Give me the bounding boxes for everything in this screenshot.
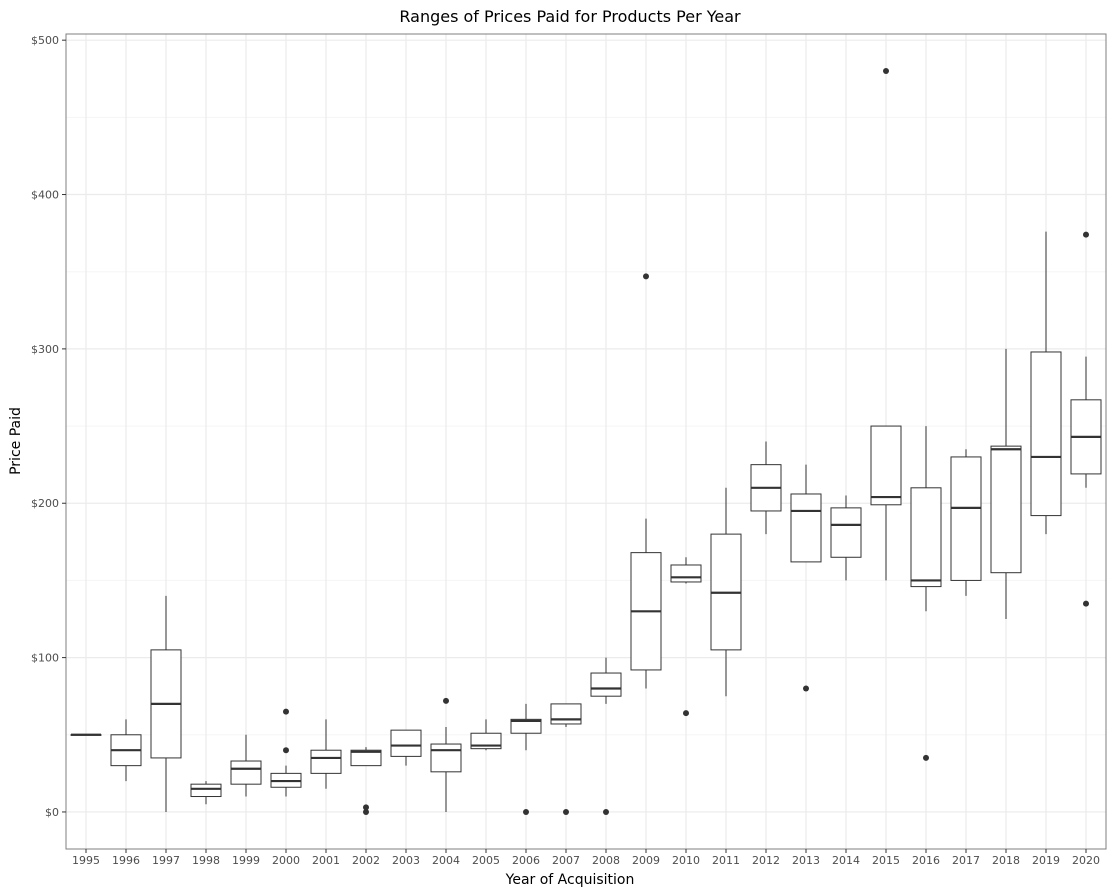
outlier-point	[803, 685, 809, 692]
box-1996	[110, 719, 142, 782]
y-tick-label: $100	[31, 652, 59, 665]
x-axis-title: Year of Acquisition	[505, 872, 635, 888]
y-tick-label: $500	[31, 34, 59, 47]
chart-title: Ranges of Prices Paid for Products Per Y…	[399, 7, 741, 26]
x-tick-label: 2018	[992, 854, 1020, 867]
x-tick-label: 2011	[712, 854, 740, 867]
x-tick-label: 2004	[432, 854, 460, 867]
box-1998	[190, 781, 222, 805]
box-2002	[350, 747, 382, 815]
box-1999	[230, 734, 262, 797]
box-2003	[390, 729, 422, 766]
box-iqr	[910, 487, 942, 588]
x-tick-label: 2000	[272, 854, 300, 867]
box-1997	[150, 595, 182, 812]
axis-layer: $0 $100 $200 $300 $400 $500 1995 1996 1997 1998 19…	[31, 34, 1100, 867]
y-axis-title: Price Paid	[8, 407, 24, 475]
outlier-point	[923, 754, 929, 761]
box-iqr	[550, 703, 582, 725]
x-tick-label: 2017	[952, 854, 980, 867]
x-tick-label: 1996	[112, 854, 140, 867]
x-tick-label: 2006	[512, 854, 540, 867]
box-2016	[910, 426, 942, 761]
box-2013	[790, 464, 822, 692]
y-tick-label: $0	[45, 806, 59, 819]
box-layer	[70, 68, 1102, 815]
x-tick-label: 1995	[72, 854, 100, 867]
outlier-point	[1083, 600, 1089, 607]
outlier-point	[363, 804, 369, 811]
outlier-point	[283, 708, 289, 715]
box-iqr	[1030, 351, 1062, 517]
outlier-point	[363, 808, 369, 815]
box-2015	[870, 68, 902, 581]
box-2017	[950, 449, 982, 596]
box-2012	[750, 441, 782, 535]
x-tick-label: 2012	[752, 854, 780, 867]
outlier-point	[883, 68, 889, 75]
box-iqr	[870, 425, 902, 506]
box-iqr	[310, 749, 342, 774]
box-iqr	[230, 760, 262, 785]
outlier-point	[283, 747, 289, 754]
box-2008	[590, 657, 622, 815]
box-2011	[710, 487, 742, 697]
outlier-point	[563, 808, 569, 815]
box-2014	[830, 495, 862, 581]
box-iqr	[510, 718, 542, 734]
box-2000	[270, 708, 302, 797]
x-tick-label: 2002	[352, 854, 380, 867]
x-tick-label: 1998	[192, 854, 220, 867]
box-iqr	[830, 507, 862, 558]
box-2007	[550, 703, 582, 815]
x-tick-label: 2013	[792, 854, 820, 867]
box-2019	[1030, 231, 1062, 535]
outlier-point	[1083, 231, 1089, 238]
x-tick-label: 2014	[832, 854, 860, 867]
box-2004	[430, 697, 462, 812]
box-iqr	[590, 672, 622, 697]
x-tick-label: 1999	[232, 854, 260, 867]
box-iqr	[950, 456, 982, 581]
box-2001	[310, 719, 342, 789]
box-iqr	[790, 493, 822, 563]
x-tick-label: 2003	[392, 854, 420, 867]
box-2006	[510, 703, 542, 815]
outlier-point	[523, 808, 529, 815]
x-tick-label: 2008	[592, 854, 620, 867]
x-tick-label: 2015	[872, 854, 900, 867]
box-1995	[70, 733, 102, 736]
box-iqr	[430, 743, 462, 773]
box-2020	[1070, 231, 1102, 607]
box-iqr	[670, 564, 702, 583]
outlier-point	[683, 710, 689, 717]
box-iqr	[390, 729, 422, 757]
x-tick-label: 2005	[472, 854, 500, 867]
x-tick-label: 2019	[1032, 854, 1060, 867]
y-tick-label: $300	[31, 343, 59, 356]
box-iqr	[350, 749, 382, 767]
x-tick-label: 2016	[912, 854, 940, 867]
outlier-point	[603, 808, 609, 815]
box-2009	[630, 273, 662, 689]
panel-background	[66, 34, 1106, 849]
outlier-point	[443, 697, 449, 704]
box-iqr	[190, 783, 222, 798]
y-tick-label: $400	[31, 189, 59, 202]
box-iqr	[990, 445, 1022, 574]
x-tick-label: 2020	[1072, 854, 1100, 867]
x-tick-label: 1997	[152, 854, 180, 867]
box-2005	[470, 719, 502, 751]
box-2018	[990, 348, 1022, 620]
x-tick-label: 2010	[672, 854, 700, 867]
x-tick-label: 2009	[632, 854, 660, 867]
x-tick-label: 2007	[552, 854, 580, 867]
x-tick-label: 2001	[312, 854, 340, 867]
y-tick-label: $200	[31, 497, 59, 510]
box-2010	[670, 557, 702, 717]
panel-border	[65, 33, 1107, 850]
outlier-point	[643, 273, 649, 280]
